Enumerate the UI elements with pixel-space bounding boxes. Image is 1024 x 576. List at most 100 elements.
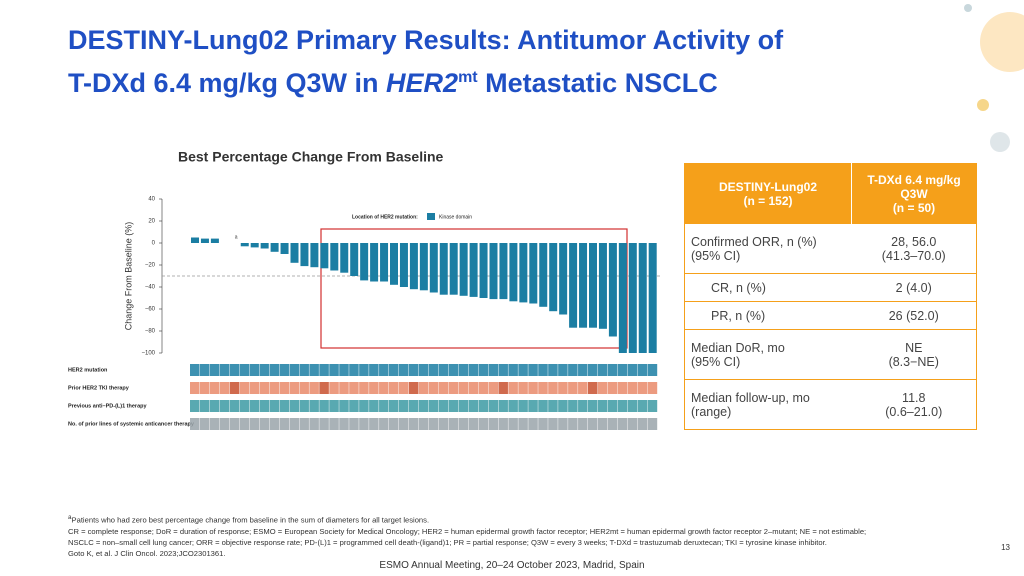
row-cell	[299, 400, 309, 412]
legend-label: Kinase domain	[439, 214, 472, 220]
row-cell	[199, 382, 210, 394]
row-cell	[219, 364, 230, 376]
row-cell	[369, 364, 379, 376]
table-cell: 28, 56.0 (41.3–70.0)	[851, 223, 977, 274]
bar	[250, 243, 259, 248]
row-cell	[219, 400, 230, 412]
legend-swatch	[427, 213, 435, 220]
row-cell	[190, 418, 200, 430]
row-cell	[578, 364, 588, 376]
row-cell	[229, 418, 240, 430]
table-cell: PR, n (%)	[684, 301, 852, 330]
row-cell	[528, 418, 538, 430]
row-label: Previous anti–PD-(L)1 therapy	[68, 403, 147, 409]
row-cell	[190, 382, 200, 394]
y-tick-label: −80	[145, 329, 156, 335]
row-cell	[359, 382, 369, 394]
bar	[380, 243, 389, 282]
bar	[598, 243, 607, 329]
decor	[977, 99, 989, 111]
bar	[340, 243, 349, 273]
row-cell	[259, 400, 270, 412]
row-label: No. of prior lines of systemic anticance…	[68, 421, 195, 427]
row-cell	[389, 382, 399, 394]
bar	[370, 243, 379, 282]
row-cell	[309, 400, 319, 412]
row-cell	[468, 382, 479, 394]
row-cell	[558, 382, 568, 394]
row-cell	[647, 400, 658, 412]
row-cell	[448, 382, 459, 394]
row-cell	[498, 400, 508, 412]
row-cell	[398, 364, 409, 376]
bar	[210, 238, 219, 243]
row-cell	[508, 382, 518, 394]
row-cell	[548, 418, 558, 430]
row-cell	[379, 400, 389, 412]
row-label: Prior HER2 TKI therapy	[68, 385, 130, 391]
row-cell	[438, 364, 449, 376]
row-cell	[458, 400, 469, 412]
bar	[200, 238, 209, 243]
row-cell	[418, 418, 429, 430]
row-cell	[209, 418, 220, 430]
page-number: 13	[1001, 543, 1010, 552]
row-cell	[279, 418, 290, 430]
row-cell	[418, 364, 429, 376]
row-cell	[448, 418, 459, 430]
row-cell	[249, 418, 260, 430]
row-cell	[249, 364, 260, 376]
row-cell	[319, 400, 329, 412]
row-cell	[190, 364, 200, 376]
row-cell	[239, 400, 250, 412]
row-cell	[458, 418, 469, 430]
row-cell	[458, 382, 469, 394]
row-cell	[428, 400, 439, 412]
row-cell	[478, 364, 489, 376]
bar	[330, 243, 339, 271]
table-cell: 11.8 (0.6–21.0)	[851, 379, 977, 430]
row-cell	[229, 382, 240, 394]
bar	[648, 243, 657, 353]
row-cell	[548, 400, 558, 412]
row-cell	[568, 418, 578, 430]
row-cell	[508, 400, 518, 412]
bar	[390, 243, 398, 285]
row-cell	[239, 418, 250, 430]
footnote: NSCLC = non–small cell lung cancer; ORR …	[68, 537, 827, 547]
y-tick-label: −60	[145, 307, 156, 313]
row-cell	[428, 364, 439, 376]
row-cell	[438, 418, 449, 430]
row-cell	[528, 400, 538, 412]
row-cell	[339, 364, 349, 376]
bar	[191, 237, 199, 243]
row-cell	[418, 400, 429, 412]
row-cell	[229, 400, 240, 412]
table-header: DESTINY-Lung02 (n = 152)	[684, 163, 852, 224]
row-cell	[588, 400, 598, 412]
table-cell: 2 (4.0)	[851, 273, 977, 302]
chart-title: Best Percentage Change From Baseline	[178, 149, 444, 165]
row-cell	[339, 418, 349, 430]
bar	[618, 243, 627, 353]
row-cell	[468, 364, 479, 376]
row-cell	[538, 418, 548, 430]
row-cell	[309, 364, 319, 376]
row-cell	[408, 418, 419, 430]
bar	[240, 243, 249, 247]
row-cell	[478, 418, 489, 430]
row-cell	[627, 364, 638, 376]
row-cell	[637, 400, 648, 412]
row-cell	[369, 382, 379, 394]
slide-title: DESTINY-Lung02 Primary Results: Antitumo…	[68, 22, 783, 102]
row-cell	[289, 400, 299, 412]
row-cell	[259, 364, 270, 376]
row-cell	[558, 364, 568, 376]
row-cell	[498, 382, 508, 394]
row-cell	[379, 364, 389, 376]
footnotes: aPatients who had zero best percentage c…	[68, 512, 988, 559]
bar	[419, 243, 428, 291]
row-cell	[398, 382, 409, 394]
row-cell	[408, 364, 419, 376]
